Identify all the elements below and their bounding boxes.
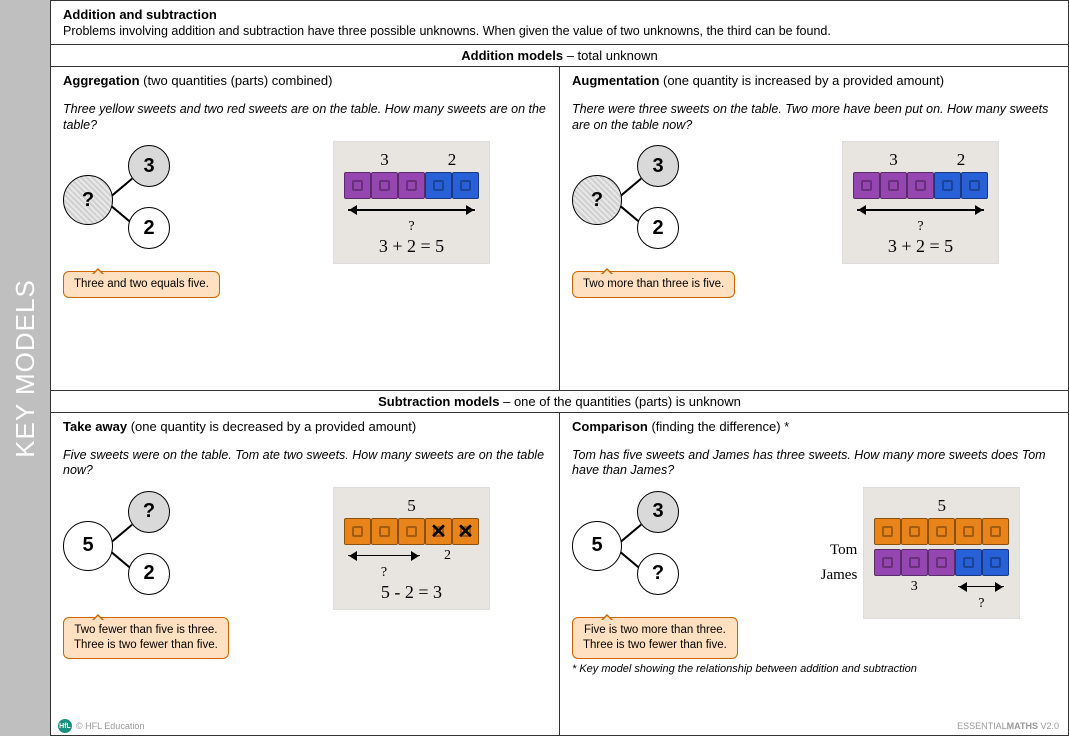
takeaway-photo: 5 2 ? 5 - 2 = 3 <box>333 487 490 610</box>
cell-takeaway: Take away (one quantity is decreased by … <box>51 413 560 736</box>
sidebar: KEY MODELS <box>0 0 50 736</box>
whole-circle: 5 <box>63 521 113 571</box>
part1-circle: 3 <box>637 491 679 533</box>
comparison-footnote: * Key model showing the relationship bet… <box>572 663 1056 675</box>
subtraction-row: Take away (one quantity is decreased by … <box>51 413 1068 736</box>
aggregation-partwhole: ? 3 2 <box>63 145 223 255</box>
comparison-problem: Tom has five sweets and James has three … <box>572 448 1056 479</box>
span-arrow <box>344 203 479 217</box>
comparison-partwhole: 5 3 ? <box>572 491 732 601</box>
span-arrow <box>344 549 424 563</box>
comparison-title: Comparison (finding the difference) * <box>572 419 1056 434</box>
part1-circle: 3 <box>128 145 170 187</box>
aggregation-title: Aggregation (two quantities (parts) comb… <box>63 73 547 88</box>
footer-copyright: © HFL Education <box>76 721 144 731</box>
takeaway-callout: Two fewer than five is three. Three is t… <box>63 617 229 659</box>
comparison-photo: 5 3 ? <box>863 487 1020 619</box>
takeaway-partwhole: 5 ? 2 <box>63 491 223 601</box>
aggregation-problem: Three yellow sweets and two red sweets a… <box>63 102 547 133</box>
subtraction-section-header: Subtraction models – one of the quantiti… <box>51 391 1068 413</box>
cell-augmentation: Augmentation (one quantity is increased … <box>560 67 1068 390</box>
addition-header-rest: – total unknown <box>563 48 658 63</box>
content-area: Addition and subtraction Problems involv… <box>50 0 1069 736</box>
part2-circle: 2 <box>128 207 170 249</box>
part2-circle: ? <box>637 553 679 595</box>
footer-logo-icon: HfL <box>58 719 72 733</box>
span-arrow <box>853 203 988 217</box>
subtraction-header-rest: – one of the quantities (parts) is unkno… <box>499 394 740 409</box>
part2-circle: 2 <box>637 207 679 249</box>
addition-row: Aggregation (two quantities (parts) comb… <box>51 67 1068 391</box>
cell-comparison: Comparison (finding the difference) * To… <box>560 413 1068 736</box>
augmentation-partwhole: ? 3 2 <box>572 145 732 255</box>
addition-header-bold: Addition models <box>461 48 563 63</box>
page: KEY MODELS Addition and subtraction Prob… <box>0 0 1069 736</box>
aggregation-equation: 3 + 2 = 5 <box>379 236 444 257</box>
part1-circle: 3 <box>637 145 679 187</box>
augmentation-equation: 3 + 2 = 5 <box>888 236 953 257</box>
header-title: Addition and subtraction <box>63 7 1056 22</box>
whole-circle: ? <box>572 175 622 225</box>
cell-aggregation: Aggregation (two quantities (parts) comb… <box>51 67 560 390</box>
footer: HfL © HFL Education ESSENTIALMATHS V2.0 <box>58 719 1059 733</box>
sidebar-label: KEY MODELS <box>10 279 41 458</box>
aggregation-photo: 32 ? 3 + 2 = 5 <box>333 141 490 264</box>
augmentation-problem: There were three sweets on the table. Tw… <box>572 102 1056 133</box>
augmentation-blocks <box>853 172 988 199</box>
takeaway-title: Take away (one quantity is decreased by … <box>63 419 547 434</box>
addition-section-header: Addition models – total unknown <box>51 45 1068 67</box>
augmentation-photo: 32 ? 3 + 2 = 5 <box>842 141 999 264</box>
span-arrow <box>954 580 1008 594</box>
comparison-blocks-tom <box>874 518 1009 545</box>
part2-circle: 2 <box>128 553 170 595</box>
augmentation-title: Augmentation (one quantity is increased … <box>572 73 1056 88</box>
part1-circle: ? <box>128 491 170 533</box>
aggregation-callout: Three and two equals five. <box>63 271 220 298</box>
header-desc: Problems involving addition and subtract… <box>63 24 1056 38</box>
augmentation-callout: Two more than three is five. <box>572 271 735 298</box>
takeaway-problem: Five sweets were on the table. Tom ate t… <box>63 448 547 479</box>
comparison-names: Tom James <box>821 522 858 584</box>
comparison-blocks-james <box>874 549 1009 576</box>
footer-right: ESSENTIALMATHS V2.0 <box>957 721 1059 731</box>
takeaway-blocks <box>344 518 479 545</box>
header: Addition and subtraction Problems involv… <box>51 1 1068 45</box>
whole-circle: ? <box>63 175 113 225</box>
whole-circle: 5 <box>572 521 622 571</box>
subtraction-header-bold: Subtraction models <box>378 394 499 409</box>
comparison-callout: Five is two more than three. Three is tw… <box>572 617 738 659</box>
aggregation-blocks <box>344 172 479 199</box>
takeaway-equation: 5 - 2 = 3 <box>381 582 442 603</box>
